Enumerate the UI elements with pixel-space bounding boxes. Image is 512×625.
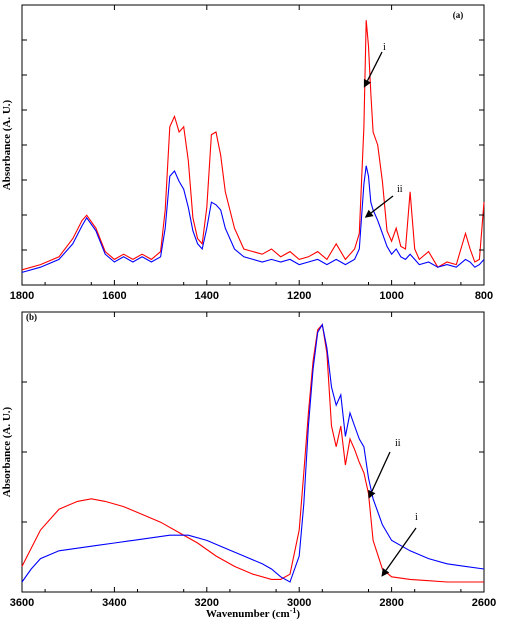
annotation-label: i: [383, 42, 386, 53]
panel-a-series-1-line: [21, 20, 485, 271]
panel-b-series-1-line: [21, 323, 484, 583]
panel-b-x-axis: 3600 3400 3200 3000 2800 2600: [10, 312, 496, 609]
panel-b-series-2-line: [21, 323, 485, 583]
panel-a-x-axis: 1800 1600 1400 1200 1000 800: [10, 5, 493, 302]
panel-a-label: (a): [453, 10, 464, 20]
panel-a-series-2-line: [21, 165, 485, 273]
x-tick-label: 3400: [102, 597, 126, 609]
x-tick-label: 1000: [379, 290, 403, 302]
annotation-arrow-head: [368, 489, 376, 499]
annotation-arrow-shaft: [366, 51, 383, 81]
annotation-label: i: [415, 512, 418, 523]
annotation-arrow-shaft: [370, 195, 394, 214]
x-tick-label: 800: [475, 290, 493, 302]
x-label-sup: -1: [290, 606, 297, 615]
x-tick-label: 2800: [379, 597, 403, 609]
x-label-end: ): [296, 608, 300, 620]
x-label-main: Wavenumber (cm: [206, 608, 290, 620]
panel-a: 1800 1600 1400 1200 1000 800 (a) Absorbance (…: [1, 4, 493, 302]
panel-b: 3600 3400 3200 3000 2800 2600 (b) Absorbance …: [1, 311, 496, 620]
x-tick-label: 3200: [195, 597, 219, 609]
x-tick-label: 2600: [472, 597, 496, 609]
panel-b-label: (b): [26, 312, 37, 322]
annotation-arrow-head: [363, 78, 372, 88]
x-tick-label: 1200: [287, 290, 311, 302]
panel-a-y-label: Absorbance (A. U.): [1, 99, 13, 190]
panel-a-y-axis: [22, 39, 484, 251]
panel-b-annotations: iii: [368, 438, 418, 577]
annotation-arrow-head: [381, 567, 390, 577]
panel-b-x-label: Wavenumber (cm-1): [206, 606, 301, 620]
x-tick-label: 3600: [10, 597, 34, 609]
x-tick-label: 1600: [102, 290, 126, 302]
panel-b-y-axis: [22, 381, 484, 523]
x-tick-label: 1800: [10, 290, 34, 302]
annotation-label: ii: [395, 438, 401, 449]
annotation-arrow-shaft: [371, 451, 391, 492]
panel-a-series-group: [21, 20, 485, 273]
annotation-arrow-head: [364, 209, 374, 218]
panel-a-annotations: iii: [363, 42, 403, 218]
panel-b-y-label: Absorbance (A. U.): [1, 406, 13, 497]
x-tick-label: 1400: [195, 290, 219, 302]
panel-b-series-group: [21, 323, 485, 583]
panel-b-frame: [21, 311, 485, 593]
annotation-label: ii: [397, 184, 403, 195]
annotation-arrow-shaft: [385, 527, 417, 571]
x-tick-label: 3000: [287, 597, 311, 609]
